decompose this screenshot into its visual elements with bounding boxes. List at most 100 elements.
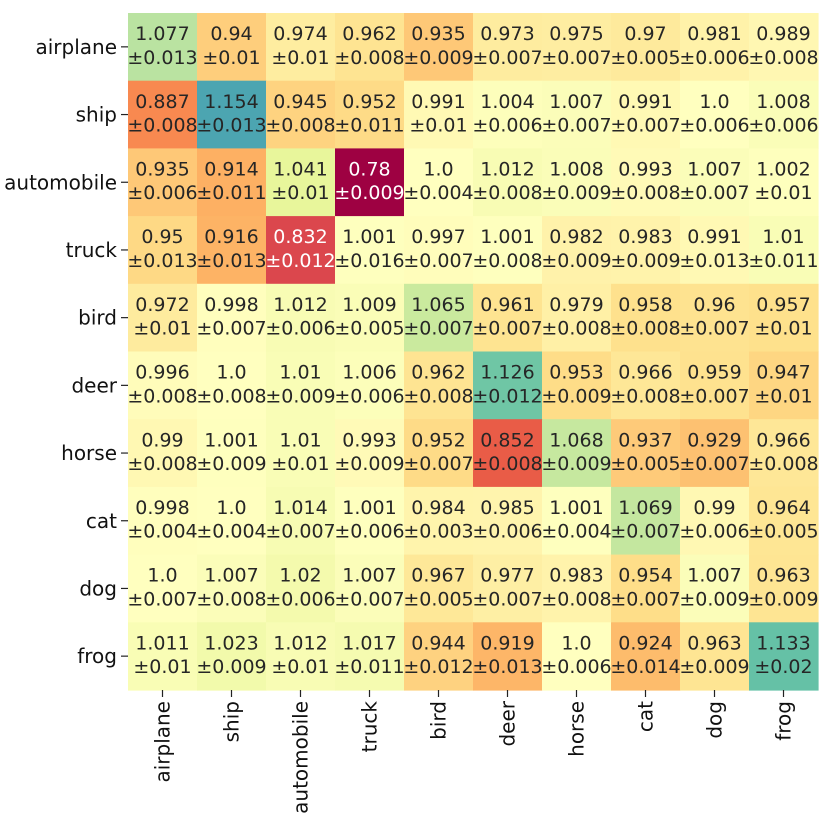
cell-value-label: 0.945 [273, 91, 327, 113]
cell-error-label: ±0.007 [265, 521, 335, 543]
heatmap-cell-automobile-deer [473, 148, 543, 217]
heatmap-cell-airplane-truck [335, 13, 405, 82]
cell-error-label: ±0.008 [472, 453, 542, 475]
y-tick-label: dog [79, 576, 117, 600]
cell-error-label: ±0.005 [610, 453, 680, 475]
heatmap-cell-horse-airplane [128, 419, 198, 488]
cell-error-label: ±0.007 [472, 318, 542, 340]
heatmap-cell-truck-automobile [266, 216, 336, 285]
x-tick-label: ship [220, 701, 244, 742]
cell-value-label: 1.0 [423, 158, 453, 180]
cell-value-label: 0.97 [624, 23, 666, 45]
cell-value-label: 0.975 [549, 23, 603, 45]
heatmap-cell-airplane-airplane [128, 13, 198, 82]
cell-value-label: 1.01 [762, 226, 804, 248]
cell-value-label: 0.944 [411, 632, 465, 654]
cell-error-label: ±0.008 [472, 182, 542, 204]
cell-error-label: ±0.009 [334, 182, 404, 204]
heatmap-cell-bird-horse [542, 283, 612, 353]
cell-value-label: 1.069 [618, 497, 672, 519]
heatmap-cell-automobile-dog [680, 148, 750, 217]
cell-error-label: ±0.007 [610, 114, 680, 136]
cell-error-label: ±0.02 [754, 656, 812, 678]
cell-error-label: ±0.01 [409, 114, 467, 136]
cell-value-label: 0.966 [756, 429, 810, 451]
cell-error-label: ±0.013 [679, 250, 749, 272]
heatmap-cell-ship-deer [473, 80, 543, 149]
cell-value-label: 1.065 [411, 294, 465, 316]
cell-error-label: ±0.003 [403, 521, 473, 543]
cell-error-label: ±0.006 [127, 182, 197, 204]
cell-value-label: 1.017 [342, 632, 396, 654]
cell-error-label: ±0.004 [196, 521, 266, 543]
heatmap-cell-ship-cat [611, 80, 681, 149]
heatmap-cell-cat-horse [542, 486, 612, 556]
cell-error-label: ±0.008 [541, 588, 611, 610]
cell-value-label: 1.126 [480, 362, 534, 384]
cell-value-label: 1.068 [549, 429, 603, 451]
cell-value-label: 0.972 [135, 294, 189, 316]
cell-error-label: ±0.009 [196, 656, 266, 678]
cell-value-label: 1.007 [549, 91, 603, 113]
heatmap-cell-horse-deer [473, 419, 543, 488]
cell-error-label: ±0.009 [679, 656, 749, 678]
cell-error-label: ±0.007 [679, 385, 749, 407]
heatmap-cell-bird-deer [473, 283, 543, 353]
heatmap-cell-airplane-automobile [266, 13, 336, 82]
heatmap-cell-airplane-cat [611, 13, 681, 82]
heatmap-cell-bird-airplane [128, 283, 198, 353]
cell-value-label: 1.009 [342, 294, 396, 316]
cell-error-label: ±0.009 [748, 588, 818, 610]
cell-value-label: 0.966 [618, 362, 672, 384]
cell-value-label: 0.937 [618, 429, 672, 451]
heatmap-cell-dog-ship [197, 554, 267, 623]
cell-value-label: 0.984 [411, 497, 465, 519]
cell-value-label: 1.012 [273, 294, 327, 316]
heatmap-cell-horse-cat [611, 419, 681, 488]
x-tick-label: deer [496, 700, 520, 746]
cell-error-label: ±0.004 [127, 521, 197, 543]
cell-value-label: 0.993 [342, 429, 396, 451]
heatmap-cell-deer-ship [197, 351, 267, 420]
cell-value-label: 1.008 [549, 158, 603, 180]
cell-value-label: 0.95 [141, 226, 183, 248]
cell-error-label: ±0.007 [403, 453, 473, 475]
x-tick-label: horse [565, 701, 589, 757]
heatmap-cell-cat-bird [404, 486, 474, 556]
heatmap-cell-cat-ship [197, 486, 267, 556]
cell-value-label: 1.002 [756, 158, 810, 180]
y-tick-label: bird [78, 306, 117, 330]
y-tick-label: horse [61, 441, 117, 465]
heatmap-cell-automobile-frog [749, 148, 819, 217]
cell-value-label: 1.001 [342, 497, 396, 519]
cell-value-label: 0.961 [480, 294, 534, 316]
x-tick-label: truck [358, 701, 382, 753]
heatmap-cell-dog-deer [473, 554, 543, 623]
cell-value-label: 0.919 [480, 632, 534, 654]
cell-error-label: ±0.007 [541, 114, 611, 136]
heatmap-cell-dog-frog [749, 554, 819, 623]
heatmap-cell-dog-airplane [128, 554, 198, 623]
cell-value-label: 1.004 [480, 91, 534, 113]
cell-error-label: ±0.006 [679, 47, 749, 69]
cell-error-label: ±0.006 [472, 114, 542, 136]
heatmap-cell-airplane-horse [542, 13, 612, 82]
cell-error-label: ±0.007 [679, 453, 749, 475]
cell-value-label: 1.008 [756, 91, 810, 113]
heatmap-cell-ship-truck [335, 80, 405, 149]
heatmap-cell-airplane-ship [197, 13, 267, 82]
cell-error-label: ±0.008 [610, 385, 680, 407]
cell-error-label: ±0.009 [679, 588, 749, 610]
cell-value-label: 0.952 [411, 429, 465, 451]
cell-value-label: 0.963 [687, 632, 741, 654]
cell-error-label: ±0.013 [127, 250, 197, 272]
cell-value-label: 0.929 [687, 429, 741, 451]
heatmap-cell-automobile-cat [611, 148, 681, 217]
cell-value-label: 0.983 [618, 226, 672, 248]
heatmap-cell-deer-deer [473, 351, 543, 420]
cell-error-label: ±0.01 [271, 656, 329, 678]
cell-value-label: 0.78 [348, 158, 390, 180]
cell-value-label: 0.954 [618, 565, 672, 587]
heatmap-cell-ship-frog [749, 80, 819, 149]
